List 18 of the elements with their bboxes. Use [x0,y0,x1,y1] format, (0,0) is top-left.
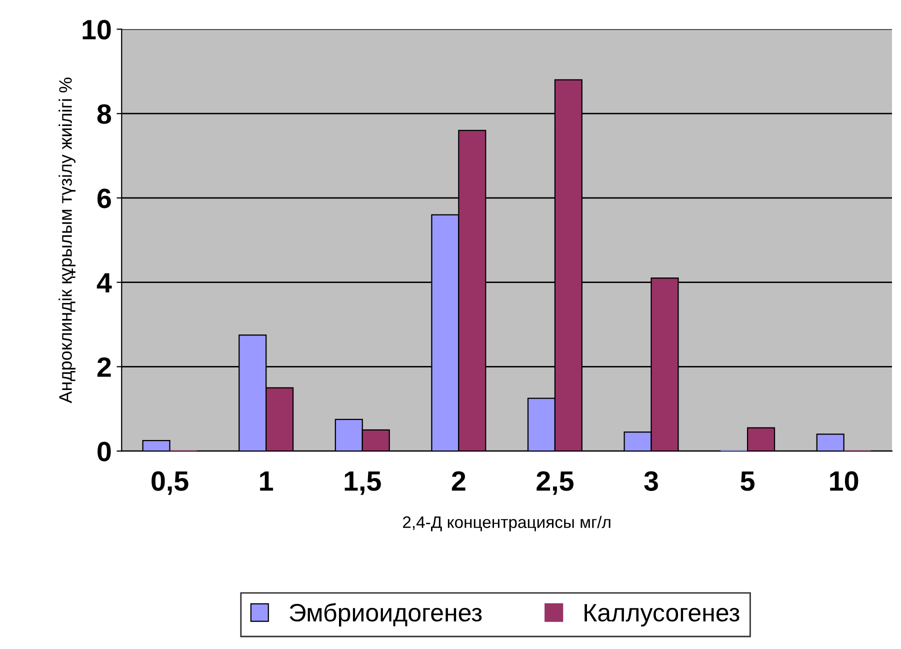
x-tick-label: 0,5 [152,471,188,495]
y-tick-label: 10 [82,20,111,40]
x-tick-label: 1 [260,472,274,491]
x-tick-label: 10 [830,471,858,491]
legend-label: Эмбриоидогенез [290,602,482,626]
x-tick-label: 1,5 [344,472,381,495]
x-axis-title: 2,4-Д концентрациясы мг/л [403,516,610,532]
y-tick-label: 2 [97,357,111,377]
x-tick-label: 2,5 [536,471,574,495]
x-tick-label: 3 [644,471,658,491]
y-axis-title: Андроклиндік құрылым түзілу жиілігі % [58,78,76,404]
legend-label: Каллусогенез [584,604,740,626]
y-tick-label: 0 [98,442,111,462]
y-tick-label: 6 [97,188,111,208]
y-tick-label: 4 [96,273,112,292]
x-tick-label: 5 [740,472,754,491]
y-tick-label: 8 [97,104,112,124]
x-tick-label: 2 [452,471,466,491]
